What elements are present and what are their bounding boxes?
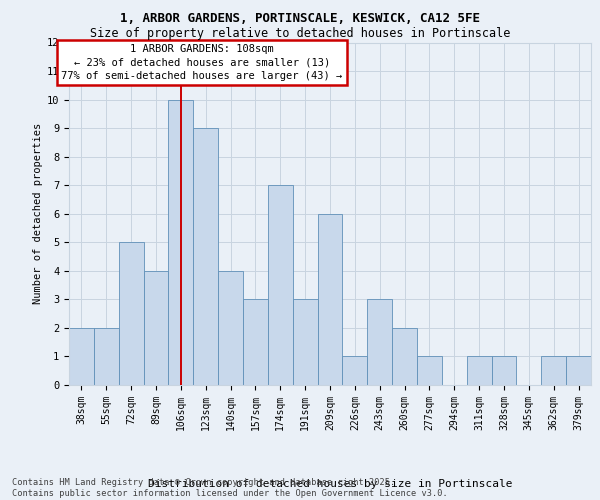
Text: 1, ARBOR GARDENS, PORTINSCALE, KESWICK, CA12 5FE: 1, ARBOR GARDENS, PORTINSCALE, KESWICK, … xyxy=(120,12,480,24)
Text: Contains HM Land Registry data © Crown copyright and database right 2025.
Contai: Contains HM Land Registry data © Crown c… xyxy=(12,478,448,498)
Bar xyxy=(94,328,119,385)
Bar xyxy=(143,271,169,385)
Bar xyxy=(218,271,243,385)
Bar xyxy=(243,300,268,385)
Text: 1 ARBOR GARDENS: 108sqm
← 23% of detached houses are smaller (13)
77% of semi-de: 1 ARBOR GARDENS: 108sqm ← 23% of detache… xyxy=(61,44,343,80)
Bar xyxy=(293,300,317,385)
X-axis label: Distribution of detached houses by size in Portinscale: Distribution of detached houses by size … xyxy=(148,478,512,488)
Bar xyxy=(343,356,367,385)
Bar xyxy=(417,356,442,385)
Bar xyxy=(541,356,566,385)
Bar xyxy=(467,356,491,385)
Bar xyxy=(566,356,591,385)
Bar xyxy=(169,100,193,385)
Bar xyxy=(491,356,517,385)
Bar xyxy=(268,185,293,385)
Bar xyxy=(69,328,94,385)
Bar xyxy=(193,128,218,385)
Bar xyxy=(119,242,143,385)
Bar xyxy=(367,300,392,385)
Bar xyxy=(317,214,343,385)
Bar xyxy=(392,328,417,385)
Text: Size of property relative to detached houses in Portinscale: Size of property relative to detached ho… xyxy=(90,28,510,40)
Y-axis label: Number of detached properties: Number of detached properties xyxy=(32,123,43,304)
